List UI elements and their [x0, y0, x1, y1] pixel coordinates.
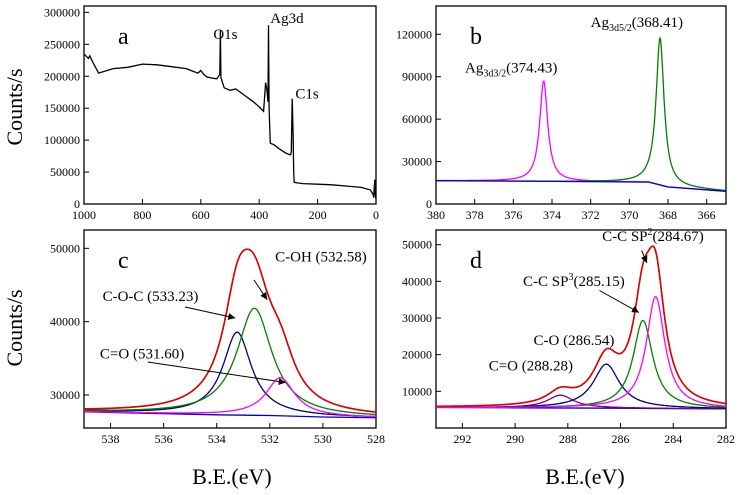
x-tick-label: 370 — [620, 208, 638, 222]
series-background — [84, 411, 376, 419]
series-c-o — [84, 377, 376, 418]
x-tick-label: 536 — [155, 432, 173, 446]
annotation-arrowhead — [260, 291, 268, 300]
peak-annotation: Ag3d — [270, 11, 304, 27]
annotation-arrowhead — [631, 306, 639, 313]
y-tick-label: 40000 — [50, 315, 80, 329]
y-tick-label: 20000 — [402, 348, 432, 362]
panel-label-c: c — [118, 248, 129, 274]
peak-annotation: Ag3d5/2(368.41) — [591, 15, 683, 34]
x-tick-label: 376 — [504, 208, 522, 222]
x-tick-label: 372 — [582, 208, 600, 222]
y-tick-label: 30000 — [50, 388, 80, 402]
panel-a: 1000 800 600 400 200 0 0 50000 100000 150000 20000… — [44, 5, 379, 222]
series-ag3d3-2 — [436, 80, 726, 192]
peak-annotation: C=O (288.28) — [489, 358, 573, 374]
peak-annotation: C=O (531.60) — [100, 346, 184, 362]
series-c-o-c — [84, 331, 376, 418]
y-tick-label: 0 — [426, 197, 432, 211]
y-tick-label: 150000 — [44, 101, 80, 115]
y-tick-label: 10000 — [402, 384, 432, 398]
x-tick-label: 366 — [698, 208, 716, 222]
x-tick-label: 290 — [506, 432, 524, 446]
plot-frame — [435, 5, 727, 205]
series-c-oh — [84, 307, 376, 416]
x-tick-label: 374 — [543, 208, 561, 222]
annotation-arrowhead — [227, 313, 236, 320]
y-tick-label: 50000 — [402, 238, 432, 252]
x-tick-label: 530 — [314, 432, 332, 446]
x-tick-label: 286 — [612, 432, 630, 446]
y-tick-label: 60000 — [402, 112, 432, 126]
y-tick-label: 90000 — [402, 70, 432, 84]
series-c-c-sp2 — [436, 296, 726, 408]
peak-annotation: C-OH (532.58) — [275, 250, 367, 266]
x-axis-label-right: B.E.(eV) — [545, 464, 624, 489]
series-fit — [436, 245, 726, 408]
y-tick-label: 120000 — [396, 27, 432, 41]
y-tick-label: 50000 — [50, 241, 80, 255]
x-tick-label: 538 — [102, 432, 120, 446]
y-tick-label: 30000 — [402, 155, 432, 169]
x-tick-label: 800 — [133, 208, 151, 222]
annotation-arrowhead — [278, 378, 286, 385]
annotation-arrow — [599, 290, 640, 313]
x-tick-label: 292 — [453, 432, 471, 446]
y-tick-label: 0 — [74, 197, 80, 211]
peak-annotation: C-C SP2(284.67) — [602, 227, 704, 245]
plot-frame — [83, 5, 377, 205]
annotation-arrowhead — [640, 255, 648, 263]
x-tick-label: 284 — [664, 432, 682, 446]
x-tick-label: 378 — [466, 208, 484, 222]
y-tick-label: 200000 — [44, 69, 80, 83]
x-tick-label: 282 — [717, 432, 735, 446]
y-tick-label: 50000 — [50, 165, 80, 179]
peak-annotation: C-O (286.54) — [534, 333, 615, 349]
y-tick-label: 100000 — [44, 133, 80, 147]
y-tick-label: 300000 — [44, 5, 80, 19]
x-tick-label: 0 — [373, 208, 379, 222]
annotation-arrow — [147, 361, 286, 384]
x-tick-label: 200 — [309, 208, 327, 222]
panel-b: 380 378 376 374 372 370 368 366 0 30000 60000 90000… — [396, 5, 727, 222]
series-survey — [84, 25, 376, 200]
y-axis-label-bottom: Counts/s — [2, 289, 27, 366]
x-tick-label: 532 — [261, 432, 279, 446]
y-tick-label: 30000 — [402, 311, 432, 325]
panel-label-d: d — [470, 248, 482, 274]
plot-frame — [435, 229, 727, 429]
x-tick-label: 528 — [367, 432, 385, 446]
peak-annotation: C1s — [295, 87, 319, 103]
peak-annotation: C-O-C (533.23) — [103, 289, 199, 305]
x-tick-label: 1000 — [72, 208, 96, 222]
series-fit — [84, 248, 376, 413]
x-tick-label: 368 — [659, 208, 677, 222]
peak-annotation: O1s — [213, 27, 237, 43]
y-tick-label: 250000 — [44, 37, 80, 51]
peak-annotation: Ag3d3/2(374.43) — [465, 60, 557, 79]
series-background — [436, 180, 726, 192]
x-tick-label: 288 — [559, 432, 577, 446]
x-tick-label: 600 — [192, 208, 210, 222]
x-tick-label: 380 — [427, 208, 445, 222]
panel-c: 538 536 534 532 530 528 30000 40000 50000 C-O-C (… — [50, 229, 385, 446]
x-tick-label: 400 — [250, 208, 268, 222]
y-tick-label: 40000 — [402, 274, 432, 288]
panel-label-a: a — [118, 24, 129, 50]
peak-annotation: C-C SP3(285.15) — [523, 272, 625, 290]
panel-label-b: b — [470, 24, 482, 50]
panel-d: 292 290 288 286 284 282 10000 20000 30000 40000 50… — [402, 227, 735, 446]
y-axis-label-top: Counts/s — [2, 68, 27, 145]
plot-frame — [83, 229, 377, 429]
annotation-arrow — [184, 306, 236, 319]
x-axis-label-left: B.E.(eV) — [192, 464, 271, 489]
x-tick-label: 534 — [208, 432, 226, 446]
